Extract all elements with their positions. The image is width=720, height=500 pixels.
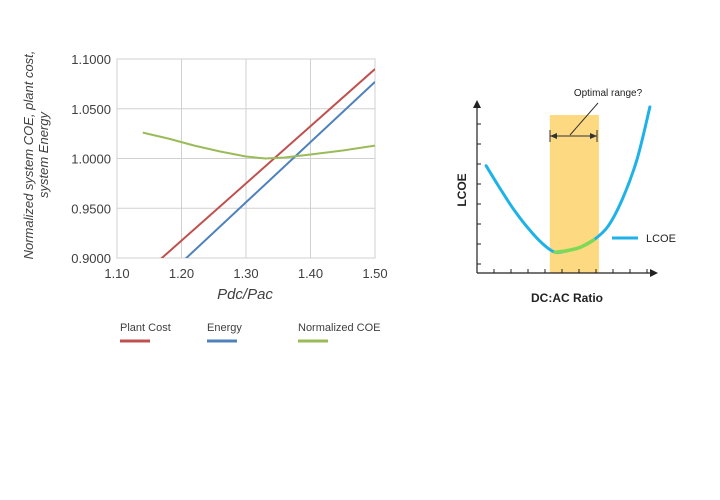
series-line-plant-cost [160, 68, 375, 258]
right-y-axis-arrow-icon [473, 100, 481, 108]
left-y-tick-labels: 0.9000 0.9500 1.0000 1.0500 1.1000 [71, 52, 111, 266]
left-series-group [142, 68, 375, 258]
series-line-energy [184, 81, 375, 258]
legend-label-lcoe: LCOE [646, 233, 676, 245]
range-right-arrow-icon [590, 133, 597, 139]
right-x-axis-arrow-icon [650, 269, 658, 277]
series-line-normalized-coe [142, 131, 375, 160]
legend-label-plant-cost: Plant Cost [120, 322, 171, 334]
left-x-tick-label: 1.50 [362, 266, 387, 281]
left-y-tick-label: 0.9000 [71, 251, 111, 266]
right-x-axis-ticks [493, 269, 648, 273]
left-gridlines [116, 58, 376, 259]
right-chart: DC:AC Ratio LCOE Optimal range? LCOE [455, 88, 676, 305]
left-x-tick-label: 1.20 [169, 266, 194, 281]
range-left-arrow-icon [550, 133, 557, 139]
left-x-tick-label: 1.10 [104, 266, 129, 281]
optimal-range-band [549, 115, 599, 273]
right-y-axis-ticks [477, 123, 481, 265]
left-x-tick-label: 1.30 [233, 266, 258, 281]
annotation-leader-line [569, 102, 599, 136]
left-y-axis-label-line2: system Energy [36, 111, 51, 198]
legend-label-normalized-coe: Normalized COE [298, 322, 381, 334]
optimal-range-annotation: Optimal range? [574, 88, 643, 99]
optimal-segment-highlight [553, 238, 596, 254]
left-y-tick-label: 1.0500 [71, 102, 111, 117]
left-x-tick-labels: 1.10 1.20 1.30 1.40 1.50 [104, 266, 387, 281]
left-legend: Plant Cost Energy Normalized COE [120, 322, 381, 343]
right-series-group [484, 105, 652, 255]
right-y-axis-label: LCOE [455, 173, 469, 206]
left-x-tick-label: 1.40 [298, 266, 323, 281]
left-y-tick-label: 0.9500 [71, 201, 111, 216]
left-y-tick-label: 1.0000 [71, 152, 111, 167]
legend-label-energy: Energy [207, 322, 242, 334]
left-y-tick-label: 1.1000 [71, 52, 111, 67]
left-y-axis-label-line1: Normalized system COE, plant cost, [21, 51, 36, 260]
right-x-axis-label: DC:AC Ratio [531, 291, 603, 305]
left-x-axis-label: Pdc/Pac [217, 286, 273, 303]
